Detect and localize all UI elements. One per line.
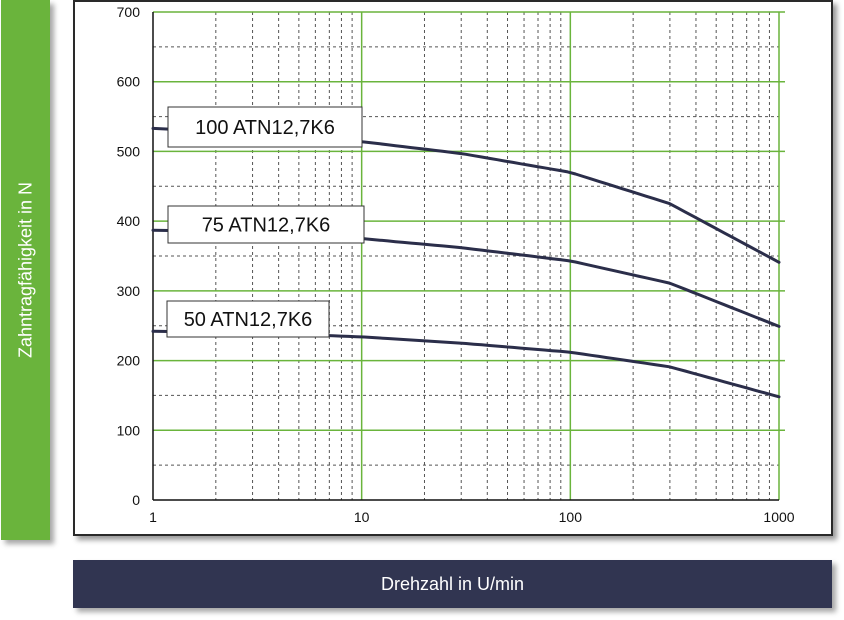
x-tick-label: 1000 <box>763 509 794 525</box>
y-tick-label: 0 <box>132 492 140 508</box>
x-tick-label: 1 <box>149 509 157 525</box>
y-tick-label: 400 <box>117 213 141 229</box>
x-axis-label-box: Drehzahl in U/min <box>73 560 832 608</box>
series-label-box <box>166 300 330 338</box>
y-tick-label: 100 <box>117 422 141 438</box>
y-tick-label: 600 <box>117 74 141 90</box>
x-axis-label: Drehzahl in U/min <box>380 573 525 594</box>
series-label: 75 ATN12,7K6 <box>202 215 331 237</box>
series-line <box>151 329 781 399</box>
series-label-box <box>167 106 363 148</box>
x-tick-label: 100 <box>559 509 583 525</box>
y-tick-label: 700 <box>117 4 141 20</box>
plot-frame <box>73 0 833 536</box>
series-label: 50 ATN12,7K6 <box>184 309 313 331</box>
y-axis-label-box: Zahntragfähigkeit in N <box>1 0 50 540</box>
y-tick-label: 300 <box>117 283 141 299</box>
series-label-box <box>167 205 365 244</box>
y-tick-label: 200 <box>117 353 141 369</box>
series-label: 100 ATN12,7K6 <box>195 117 335 139</box>
y-tick-label: 500 <box>117 143 141 159</box>
x-tick-label: 10 <box>354 509 370 525</box>
